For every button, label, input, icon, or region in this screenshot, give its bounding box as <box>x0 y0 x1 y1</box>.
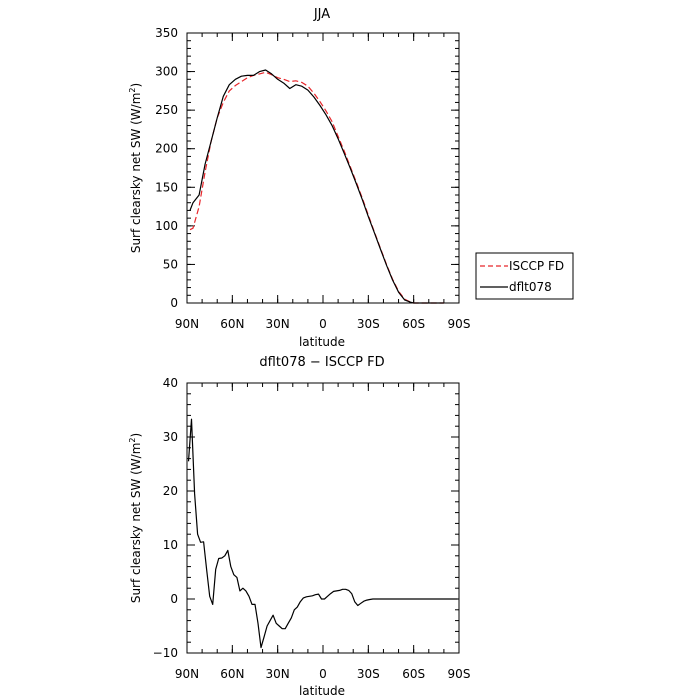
top-y-tick-label: 200 <box>155 142 178 156</box>
top-y-tick-label: 250 <box>155 103 178 117</box>
top-x-ticks: 90N 60N 30N 0 30S 60S 90S <box>175 33 471 331</box>
top-x-tick-label: 90N <box>175 317 199 331</box>
bottom-y-tick-label: 10 <box>163 538 178 552</box>
bottom-y-tick-label: 40 <box>163 376 178 390</box>
top-chart-frame <box>186 32 460 304</box>
top-chart: JJA 90N 60N 30N 0 30S 60S 90S 0 50 100 150 200 250 3… <box>128 7 574 349</box>
bottom-series-lines <box>187 418 458 649</box>
bottom-y-axis-label: Surf clearsky net SW (W/m2) <box>128 433 143 603</box>
top-y-tick-label: 0 <box>170 296 178 310</box>
bottom-x-tick-label: 60S <box>402 667 425 681</box>
legend-label-dflt078: dflt078 <box>509 280 552 294</box>
top-x-tick-label: 60N <box>220 317 244 331</box>
top-y-tick-label: 150 <box>155 180 178 194</box>
top-series-line-dflt078 <box>189 69 444 304</box>
top-y-tick-label: 100 <box>155 219 178 233</box>
bottom-chart-frame <box>186 382 460 654</box>
top-x-tick-label: 90S <box>448 317 471 331</box>
bottom-x-tick-label: 90S <box>448 667 471 681</box>
top-y-axis-label-sup: 2 <box>128 88 137 93</box>
bottom-y-axis-label-sup: 2 <box>128 438 137 443</box>
legend-label-isccp: ISCCP FD <box>509 259 564 273</box>
top-x-tick-label: 0 <box>319 317 327 331</box>
top-y-tick-label: 300 <box>155 65 178 79</box>
bottom-chart: dflt078 − ISCCP FD 90N 60N 30N 0 30S 60S 90S −… <box>128 355 470 698</box>
bottom-x-axis-label: latitude <box>299 684 345 698</box>
top-series-lines <box>189 69 444 304</box>
bottom-x-tick-label: 60N <box>220 667 244 681</box>
bottom-y-ticks: −10 0 10 20 30 40 <box>153 376 459 660</box>
bottom-y-tick-label: 0 <box>170 592 178 606</box>
bottom-y-tick-label: −10 <box>153 646 178 660</box>
top-y-axis-label: Surf clearsky net SW (W/m2) <box>128 83 143 253</box>
top-y-axis-label-close: ) <box>129 83 143 88</box>
legend: ISCCP FD dflt078 <box>475 252 574 300</box>
top-x-axis-label: latitude <box>299 335 345 349</box>
bottom-x-tick-label: 0 <box>319 667 327 681</box>
bottom-series-line-diff <box>187 418 458 649</box>
top-chart-title: JJA <box>313 7 330 22</box>
top-series-line-isccp-fd <box>189 71 444 304</box>
top-y-tick-label: 50 <box>163 257 178 271</box>
bottom-x-ticks: 90N 60N 30N 0 30S 60S 90S <box>175 383 471 681</box>
bottom-y-tick-label: 30 <box>163 430 178 444</box>
legend-box <box>475 252 574 300</box>
top-y-tick-label: 350 <box>155 26 178 40</box>
top-y-ticks: 0 50 100 150 200 250 300 350 <box>155 26 459 310</box>
top-x-tick-label: 60S <box>402 317 425 331</box>
bottom-x-tick-label: 30S <box>357 667 380 681</box>
bottom-y-axis-label-close: ) <box>129 433 143 438</box>
bottom-chart-title: dflt078 − ISCCP FD <box>259 355 384 370</box>
bottom-x-tick-label: 30N <box>266 667 290 681</box>
top-x-tick-label: 30N <box>266 317 290 331</box>
top-x-tick-label: 30S <box>357 317 380 331</box>
bottom-x-tick-label: 90N <box>175 667 199 681</box>
bottom-y-tick-label: 20 <box>163 484 178 498</box>
